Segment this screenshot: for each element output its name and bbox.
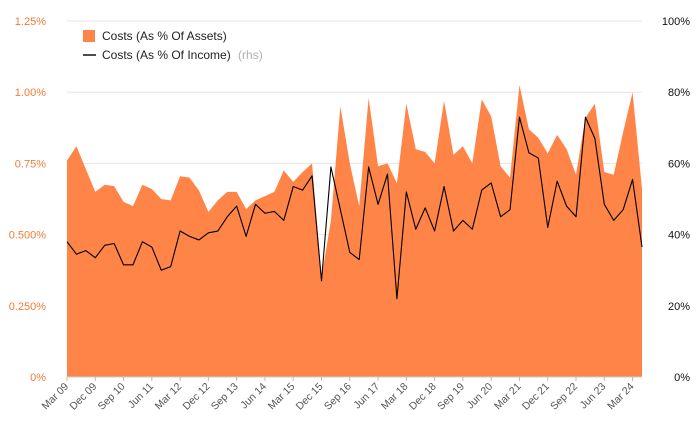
x-axis-tick-label: Sep 10: [96, 381, 128, 413]
right-axis-tick-label: 40%: [668, 230, 690, 242]
right-axis-tick-label: 0%: [674, 372, 690, 384]
svg-text:Costs (As % Of Income): Costs (As % Of Income) (rhs): [102, 48, 263, 62]
x-axis-tick-label: Jun 20: [465, 381, 496, 412]
x-axis-tick-label: Mar 15: [266, 381, 298, 413]
right-axis-tick-label: 100%: [662, 16, 690, 28]
area-series-assets: [67, 85, 642, 377]
x-axis-tick-label: Dec 15: [294, 381, 326, 413]
x-axis-tick-label: Jun 14: [238, 381, 269, 412]
left-axis: 0% 0.250% 0.500% 0.75% 1.00% 1.25%: [9, 16, 47, 384]
legend-rhs-suffix: (rhs): [238, 48, 263, 62]
x-axis-tick-label: Sep 19: [435, 381, 467, 413]
left-axis-tick-label: 0%: [30, 372, 46, 384]
right-axis-tick-label: 60%: [668, 158, 690, 170]
left-axis-tick-label: 0.75%: [15, 158, 46, 170]
x-axis-tick-label: Mar 21: [492, 381, 524, 413]
x-axis-tick-label: Sep 22: [548, 381, 580, 413]
x-axis-tick-label: Dec 21: [520, 381, 552, 413]
left-axis-tick-label: 1.00%: [15, 87, 46, 99]
x-axis-tick-label: Mar 09: [40, 381, 72, 413]
x-axis-tick-label: Sep 16: [322, 381, 354, 413]
x-axis-tick-label: Dec 09: [67, 381, 99, 413]
x-axis-tick-label: Sep 13: [209, 381, 241, 413]
line-series-income: [66, 116, 643, 300]
right-axis-tick-label: 20%: [668, 301, 690, 313]
x-axis-tick-label: Jun 17: [351, 381, 382, 412]
left-axis-tick-label: 0.500%: [9, 230, 47, 242]
legend-label-assets: Costs (As % Of Assets): [102, 29, 227, 43]
x-axis-tick-label: Mar 24: [605, 381, 637, 413]
x-axis-tick-label: Dec 18: [407, 381, 439, 413]
line-series-layer: [66, 116, 643, 300]
x-axis-tick-label: Mar 12: [153, 381, 185, 413]
x-axis-tick-label: Jun 11: [126, 381, 156, 411]
x-axis-tick-label: Dec 12: [180, 381, 212, 413]
area-series-layer: [67, 85, 642, 377]
right-axis-tick-label: 80%: [668, 87, 690, 99]
left-axis-tick-label: 0.250%: [9, 301, 47, 313]
x-axis-tick-label: Jun 23: [578, 381, 609, 412]
left-axis-tick-label: 1.25%: [15, 16, 46, 28]
legend: Costs (As % Of Assets) Costs (As % Of In…: [83, 29, 263, 62]
legend-swatch-assets: [83, 30, 95, 42]
legend-label-income: Costs (As % Of Income): [102, 48, 231, 62]
right-axis: 0% 20% 40% 60% 80% 100%: [662, 16, 690, 384]
x-axis-tick-label: Mar 18: [379, 381, 411, 413]
